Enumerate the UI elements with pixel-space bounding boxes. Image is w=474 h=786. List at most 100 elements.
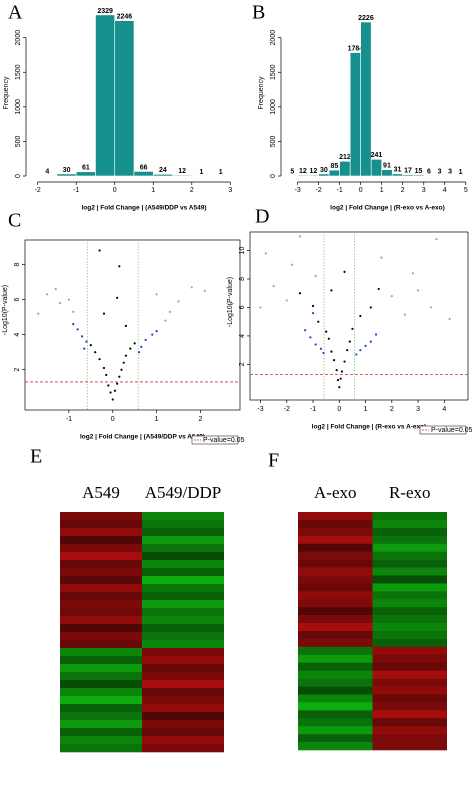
x-tick-label: 0 [111, 416, 115, 423]
x-tick-label: 0 [359, 187, 363, 194]
point [155, 330, 158, 333]
heatmap-cell [372, 694, 447, 703]
bar [114, 20, 135, 177]
heatmap-cell [298, 646, 373, 656]
value-label: 241 [371, 152, 383, 159]
point [330, 289, 333, 292]
heatmap-cell [372, 575, 447, 584]
point [98, 358, 101, 361]
point [332, 359, 336, 362]
heatmap-cell [60, 632, 142, 641]
heatmap-cell [60, 608, 142, 617]
x-tick-label: -1 [337, 187, 343, 194]
y-tick-label: 6 [239, 305, 246, 309]
heatmap-cell [372, 734, 447, 743]
value-label: 24 [159, 167, 167, 174]
value-label: 91 [383, 163, 391, 170]
bar [381, 169, 393, 177]
x-tick-label: -1 [73, 187, 79, 194]
point [309, 336, 312, 339]
point [72, 310, 75, 313]
point [317, 320, 320, 323]
point [343, 270, 346, 273]
value-label: 2246 [117, 13, 133, 20]
heatmap-cell [60, 664, 142, 673]
value-label: 4 [45, 169, 49, 176]
column-label: A549 [82, 483, 120, 502]
point [190, 286, 193, 289]
y-axis-label: Frequency [3, 76, 10, 110]
x-axis-label: log2 | Fold Change | (R-exo vs A-exo) [330, 205, 445, 212]
point [151, 333, 154, 336]
point [89, 344, 92, 347]
point [116, 296, 119, 299]
bar [172, 174, 193, 177]
panel-letter: F [268, 450, 279, 472]
heatmap-cell [372, 726, 447, 735]
value-label: 1784 [348, 45, 364, 52]
panel-letter: A [8, 2, 23, 24]
heatmap-cell [60, 672, 142, 681]
heatmap-cell [142, 592, 224, 601]
heatmap-cell [60, 600, 142, 609]
point [348, 340, 351, 343]
value-label: 1 [459, 169, 463, 176]
heatmap-cell [372, 615, 447, 624]
point [122, 361, 125, 364]
legend-label: P-value=0.05 [431, 427, 473, 434]
point [80, 335, 84, 338]
value-label: 15 [415, 168, 423, 175]
heatmap-cell [298, 734, 373, 743]
heatmap-cell [142, 656, 224, 665]
y-tick-label: 8 [239, 277, 246, 281]
heatmap-cell [142, 584, 224, 593]
point [330, 350, 333, 353]
legend-label: P-value=0.05 [203, 437, 245, 444]
point [327, 337, 330, 340]
x-tick-label: -2 [284, 406, 290, 413]
y-tick-label: 4 [239, 334, 246, 338]
x-tick-label: -1 [310, 406, 316, 413]
heatmap-cell [60, 688, 142, 697]
x-tick-label: 5 [464, 187, 468, 194]
heatmap-cell [60, 624, 142, 633]
heatmap-cell [372, 623, 447, 632]
heatmap-cell [60, 704, 142, 713]
heatmap-cell [298, 519, 373, 529]
point [164, 319, 167, 322]
point [109, 391, 112, 394]
bar [133, 171, 154, 177]
bar [318, 173, 330, 177]
heatmap-cell [142, 608, 224, 617]
plot-box [24, 239, 241, 411]
heatmap-cell [298, 567, 373, 576]
heatmap-cell [372, 718, 447, 727]
point [298, 235, 302, 238]
heatmap-cell [142, 728, 224, 737]
value-label: 12 [178, 168, 186, 175]
point [298, 292, 302, 295]
heatmap-cell [372, 638, 447, 648]
y-axis-label: -Log10(P-value) [2, 285, 9, 335]
point [380, 256, 383, 259]
point [259, 306, 262, 309]
x-tick-label: 2 [401, 187, 405, 194]
point [54, 287, 57, 291]
bar [328, 169, 340, 177]
x-tick-label: 1 [380, 187, 384, 194]
point [37, 312, 40, 315]
point [45, 293, 49, 296]
heatmap-cell [60, 520, 142, 529]
point [340, 370, 344, 373]
value-label: 61 [82, 165, 90, 172]
value-label: 12 [299, 168, 307, 175]
point [177, 300, 180, 303]
x-axis-label: log2 | Fold Change | (A549/DDP vs A549) [81, 205, 206, 212]
value-label: 6 [427, 168, 431, 175]
heatmap-cell [298, 718, 373, 727]
point [133, 342, 136, 345]
value-label: 30 [63, 167, 71, 174]
heatmap-cell [60, 696, 142, 705]
point [72, 323, 75, 326]
